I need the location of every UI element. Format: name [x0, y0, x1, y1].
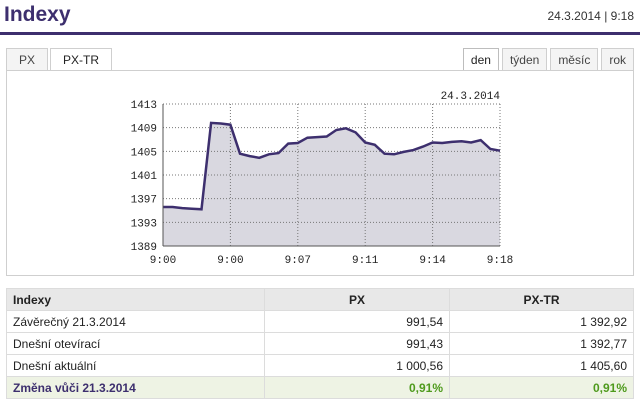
change-value-px: 0,91%	[264, 376, 450, 399]
area-fill	[163, 122, 500, 246]
y-tick-label: 1389	[131, 242, 157, 254]
col-header-pxtr: PX-TR	[449, 288, 634, 311]
y-tick-label: 1401	[131, 171, 158, 183]
timestamp: 24.3.2014 | 9:18	[547, 9, 634, 23]
change-label: Změna vůči 21.3.2014	[6, 376, 265, 399]
header-divider	[0, 32, 640, 35]
y-tick-label: 1409	[131, 124, 157, 136]
tab-px[interactable]: PX	[6, 48, 49, 72]
x-tick-label: 9:14	[419, 255, 446, 267]
x-tick-label: 9:18	[487, 255, 513, 267]
y-tick-label: 1405	[131, 147, 157, 159]
x-tick-label: 9:00	[150, 255, 176, 267]
tab-px-tr[interactable]: PX-TR	[50, 48, 113, 72]
intraday-chart: 1389 1393 1397 1401 1405 1409 1413 9:00 9:00 9:0…	[131, 91, 514, 267]
x-tick-label: 9:11	[352, 255, 379, 267]
x-tick-label: 9:07	[285, 255, 311, 267]
change-row: Změna vůči 21.3.2014 0,91% 0,91%	[6, 376, 634, 399]
row-value-px: 991,43	[264, 332, 450, 355]
chart-panel: 1389 1393 1397 1401 1405 1409 1413 9:00 9:00 9:0…	[6, 70, 634, 276]
table-row: Dnešní otevírací 991,43 1 392,77	[6, 332, 634, 355]
y-tick-label: 1397	[131, 195, 157, 207]
tab-tyden[interactable]: týden	[501, 48, 548, 71]
y-tick-label: 1413	[131, 100, 157, 112]
index-table: Indexy PX PX-TR Závěrečný 21.3.2014 991,…	[6, 288, 634, 399]
row-value-pxtr: 1 392,92	[449, 310, 634, 333]
chart-date-label: 24.3.2014	[441, 91, 501, 103]
row-label: Dnešní aktuální	[6, 354, 265, 377]
index-tabs: PX PX-TR	[6, 48, 114, 72]
row-value-px: 991,54	[264, 310, 450, 333]
page-header: Indexy 24.3.2014 | 9:18	[0, 0, 640, 36]
tab-mesic[interactable]: měsíc	[550, 48, 599, 71]
table-row: Závěrečný 21.3.2014 991,54 1 392,92	[6, 310, 634, 333]
tab-rok[interactable]: rok	[601, 48, 634, 71]
tab-den[interactable]: den	[462, 48, 499, 71]
row-label: Dnešní otevírací	[6, 332, 265, 355]
col-header-name: Indexy	[6, 288, 265, 311]
series-line	[163, 121, 501, 211]
row-label: Závěrečný 21.3.2014	[6, 310, 265, 333]
page-title: Indexy	[4, 3, 71, 26]
x-tick-label: 9:00	[217, 255, 243, 267]
col-header-px: PX	[264, 288, 450, 311]
change-value-pxtr: 0,91%	[449, 376, 634, 399]
row-value-px: 1 000,56	[264, 354, 450, 377]
table-row: Dnešní aktuální 1 000,56 1 405,60	[6, 354, 634, 377]
row-value-pxtr: 1 405,60	[449, 354, 634, 377]
table-header-row: Indexy PX PX-TR	[6, 288, 634, 311]
period-tabs: den týden měsíc rok	[460, 48, 634, 71]
y-tick-label: 1393	[131, 218, 157, 230]
row-value-pxtr: 1 392,77	[449, 332, 634, 355]
